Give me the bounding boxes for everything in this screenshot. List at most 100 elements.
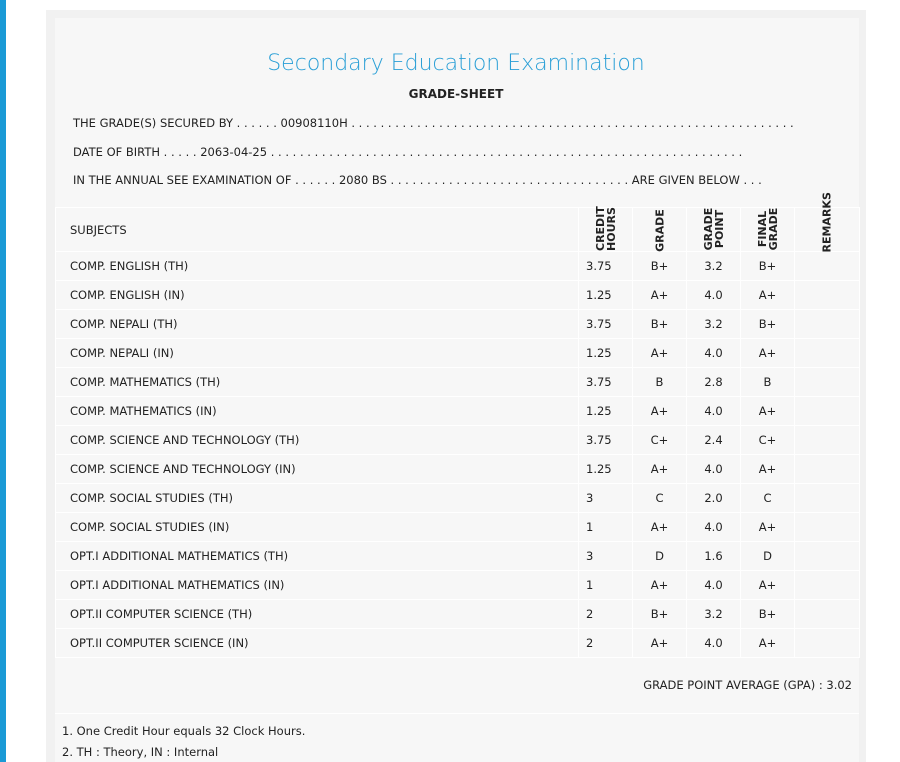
value-cell: 2 — [578, 599, 633, 629]
header-text: GRADE POINT — [701, 207, 726, 251]
value-cell: 2.0 — [686, 483, 741, 513]
subject-cell: OPT.II COMPUTER SCIENCE (TH) — [55, 599, 579, 629]
value-cell: A+ — [740, 396, 795, 426]
value-cell: 1.25 — [578, 396, 633, 426]
value-cell: A+ — [632, 280, 687, 310]
value-cell: A+ — [740, 512, 795, 542]
value-cell: 3.2 — [686, 251, 741, 281]
value-cell: A+ — [740, 280, 795, 310]
value-cell: B — [632, 367, 687, 397]
value-cell: 1.25 — [578, 454, 633, 484]
table-row: COMP. ENGLISH (IN) 1.25 A+ 4.0 A+ — [55, 280, 860, 310]
remarks-cell — [794, 541, 860, 571]
value-cell: B+ — [632, 599, 687, 629]
value-cell: 1 — [578, 570, 633, 600]
table-row: OPT.I ADDITIONAL MATHEMATICS (TH) 3 D 1.6 D — [55, 541, 860, 571]
value-cell: A+ — [632, 396, 687, 426]
table-row: COMP. SCIENCE AND TECHNOLOGY (IN) 1.25 A+ 4… — [55, 454, 860, 484]
gpa: GRADE POINT AVERAGE (GPA) : 3.02 — [643, 678, 852, 692]
value-cell: 2.8 — [686, 367, 741, 397]
header-row: SUBJECTS CREDIT HOURS GRADE GRADE POINT FINA… — [55, 192, 860, 252]
value-cell: 4.0 — [686, 280, 741, 310]
value-cell: 4.0 — [686, 628, 741, 658]
subject-cell: OPT.II COMPUTER SCIENCE (IN) — [55, 628, 579, 658]
subject-cell: COMP. SOCIAL STUDIES (TH) — [55, 483, 579, 513]
gpa-value: 3.02 — [826, 678, 852, 692]
value-cell: B+ — [632, 251, 687, 281]
value-cell: A+ — [632, 454, 687, 484]
value-cell: 1.25 — [578, 338, 633, 368]
remarks-cell — [794, 628, 860, 658]
value-cell: B+ — [740, 251, 795, 281]
table-row: COMP. NEPALI (TH) 3.75 B+ 3.2 B+ — [55, 309, 860, 339]
value-cell: A+ — [632, 628, 687, 658]
table-row: OPT.II COMPUTER SCIENCE (TH) 2 B+ 3.2 B+ — [55, 599, 860, 629]
value-cell: B+ — [740, 599, 795, 629]
subject-cell: COMP. NEPALI (IN) — [55, 338, 579, 368]
value-cell: 4.0 — [686, 454, 741, 484]
value-cell: 4.0 — [686, 570, 741, 600]
header-text: GRADE — [653, 208, 666, 252]
value-cell: 3.2 — [686, 599, 741, 629]
value-cell: 3.75 — [578, 367, 633, 397]
subject-cell: COMP. ENGLISH (IN) — [55, 280, 579, 310]
remarks-cell — [794, 570, 860, 600]
value-cell: A+ — [740, 628, 795, 658]
value-cell: 4.0 — [686, 338, 741, 368]
subject-cell: COMP. SOCIAL STUDIES (IN) — [55, 512, 579, 542]
value-cell: A+ — [632, 570, 687, 600]
table-row: COMP. SOCIAL STUDIES (IN) 1 A+ 4.0 A+ — [55, 512, 860, 542]
side-bar — [0, 0, 6, 762]
grade-table: SUBJECTS CREDIT HOURS GRADE GRADE POINT FINA… — [55, 192, 860, 658]
value-cell: D — [632, 541, 687, 571]
value-cell: C+ — [632, 425, 687, 455]
header-text: CREDIT HOURS — [593, 206, 618, 251]
subject-cell: COMP. SCIENCE AND TECHNOLOGY (TH) — [55, 425, 579, 455]
value-cell: C — [740, 483, 795, 513]
table-row: COMP. MATHEMATICS (IN) 1.25 A+ 4.0 A+ — [55, 396, 860, 426]
remarks-cell — [794, 454, 860, 484]
value-cell: B — [740, 367, 795, 397]
value-cell: 3.75 — [578, 251, 633, 281]
remarks-cell — [794, 280, 860, 310]
subject-cell: COMP. MATHEMATICS (TH) — [55, 367, 579, 397]
table-row: COMP. SCIENCE AND TECHNOLOGY (TH) 3.75 C+ 2… — [55, 425, 860, 455]
info-line: THE GRADE(S) SECURED BY . . . . . . 0090… — [73, 116, 794, 130]
subject-cell: COMP. SCIENCE AND TECHNOLOGY (IN) — [55, 454, 579, 484]
header-cell: GRADE — [632, 207, 687, 252]
value-cell: 3 — [578, 541, 633, 571]
value-cell: C — [632, 483, 687, 513]
header-cell: SUBJECTS — [55, 207, 579, 252]
value-cell: A+ — [632, 512, 687, 542]
subject-cell: OPT.I ADDITIONAL MATHEMATICS (TH) — [55, 541, 579, 571]
remarks-cell — [794, 367, 860, 397]
value-cell: 3.2 — [686, 309, 741, 339]
header-cell: GRADE POINT — [686, 207, 741, 252]
value-cell: 3 — [578, 483, 633, 513]
value-cell: A+ — [632, 338, 687, 368]
table-row: COMP. NEPALI (IN) 1.25 A+ 4.0 A+ — [55, 338, 860, 368]
title: Secondary Education Examination — [267, 51, 645, 76]
remarks-cell — [794, 338, 860, 368]
table-row: COMP. SOCIAL STUDIES (TH) 3 C 2.0 C — [55, 483, 860, 513]
remarks-cell — [794, 309, 860, 339]
remarks-cell — [794, 512, 860, 542]
gpa-row — [55, 657, 859, 714]
header-text: FINAL GRADE — [755, 207, 780, 251]
note: 1. One Credit Hour equals 32 Clock Hours… — [62, 724, 306, 738]
table-row: OPT.I ADDITIONAL MATHEMATICS (IN) 1 A+ 4.0 A… — [55, 570, 860, 600]
value-cell: 3.75 — [578, 309, 633, 339]
info-line: IN THE ANNUAL SEE EXAMINATION OF . . . .… — [73, 173, 762, 187]
value-cell: 4.0 — [686, 396, 741, 426]
remarks-cell — [794, 599, 860, 629]
remarks-cell — [794, 425, 860, 455]
value-cell: 1.6 — [686, 541, 741, 571]
value-cell: D — [740, 541, 795, 571]
value-cell: 2.4 — [686, 425, 741, 455]
subject-cell: COMP. ENGLISH (TH) — [55, 251, 579, 281]
subject-cell: COMP. NEPALI (TH) — [55, 309, 579, 339]
value-cell: 3.75 — [578, 425, 633, 455]
value-cell: A+ — [740, 454, 795, 484]
remarks-cell — [794, 483, 860, 513]
note: 2. TH : Theory, IN : Internal — [62, 745, 219, 759]
